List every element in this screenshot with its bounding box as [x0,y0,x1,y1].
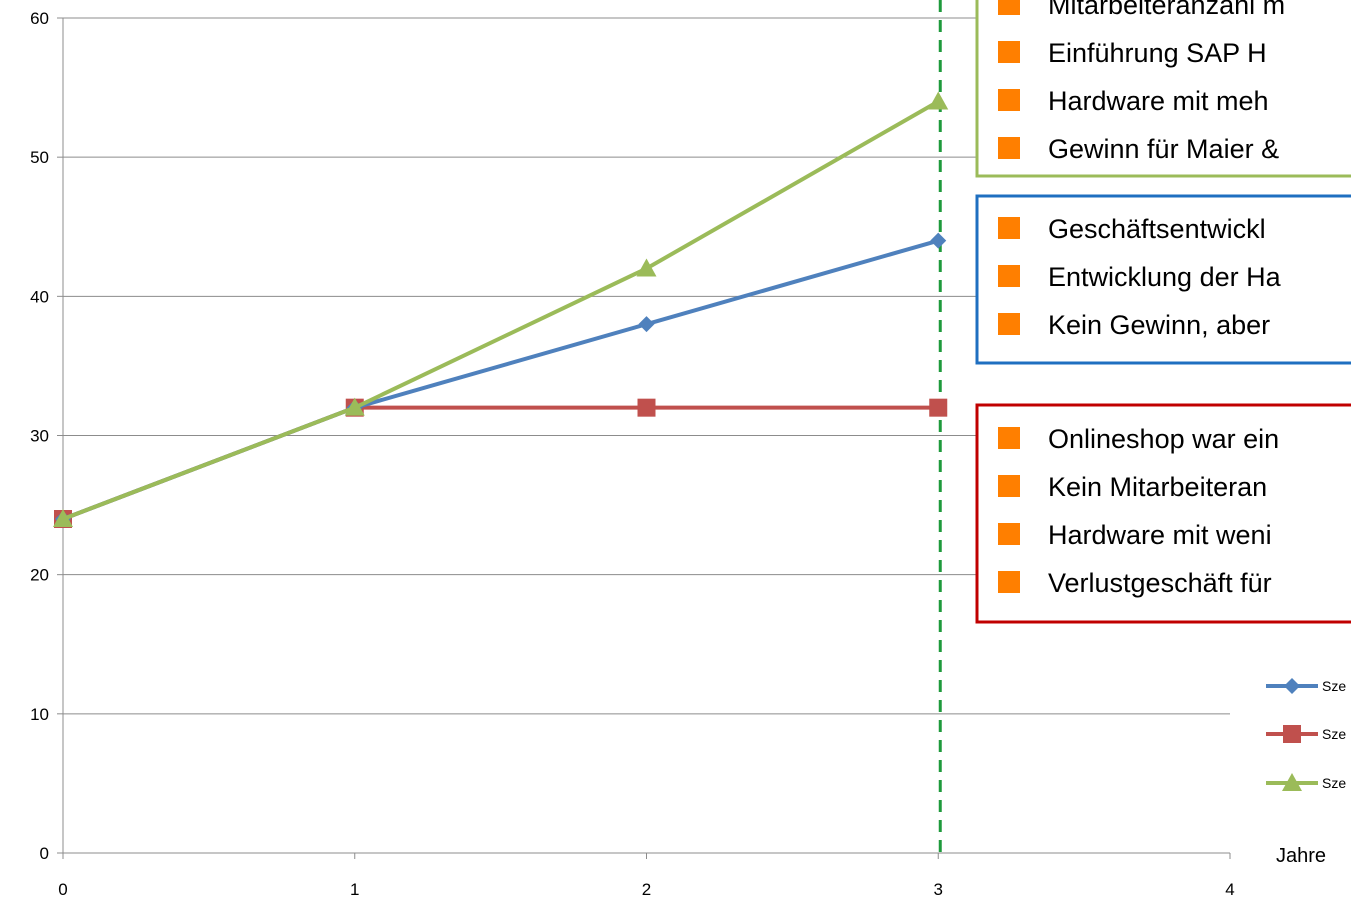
grid-lines [63,17,1230,715]
annotation-box-border [975,0,1351,178]
series-line [62,238,939,521]
annotation-text: Verlustgeschäft für [1048,568,1272,598]
annotation-box: Mitarbeiteranzahl m Einführung SAP H Hardw… [975,0,1351,178]
y-tick-label: 0 [40,844,49,863]
series-diamond [55,232,947,527]
annotation-text: Onlineshop war ein [1048,424,1279,454]
data-point-triangle [344,397,365,416]
bullet-square [998,523,1020,545]
data-point-diamond [1284,678,1300,694]
data-point-diamond [930,232,947,249]
data-point-diamond [638,316,655,333]
legend-label: Sze [1322,775,1346,791]
annotation-box-border [975,403,1351,624]
data-point-square [1283,725,1301,743]
annotation-text: Hardware mit weni [1048,520,1272,550]
annotation-text: Einführung SAP H [1048,38,1267,68]
x-tick-label: 3 [934,880,943,898]
y-tick-label: 60 [30,9,49,28]
series-square [54,398,948,528]
series-line [62,99,940,521]
y-tick-label: 20 [30,566,49,585]
data-point-triangle [636,258,657,277]
x-tick-label: 4 [1225,880,1234,898]
annotation-box-border [975,194,1351,365]
bullet-square [998,265,1020,287]
annotation-boxes: Mitarbeiteranzahl m Einführung SAP H Hardw… [975,0,1351,624]
annotation-text: Geschäftsentwickl [1048,214,1266,244]
x-tick-label: 0 [58,880,67,898]
data-point-square [929,398,948,417]
annotation-text: Kein Mitarbeiteran [1048,472,1267,502]
legend-label: Sze [1322,726,1346,742]
bullet-square [998,427,1020,449]
annotation-text: Entwicklung der Ha [1048,262,1282,292]
x-tick-label: 1 [350,880,359,898]
annotation-box: Geschäftsentwickl Entwicklung der Ha Kein … [975,194,1351,365]
bullet-square [998,475,1020,497]
annotation-text: Gewinn für Maier & [1048,134,1279,164]
x-axis-label: Jahre [1276,845,1326,867]
legend: Sze Sze Sze [1266,678,1346,791]
annotation-text: Kein Gewinn, aber [1048,310,1270,340]
bullet-square [998,137,1020,159]
bullet-square [998,571,1020,593]
bullet-square [998,41,1020,63]
legend-label: Sze [1322,678,1346,694]
bullet-square [998,89,1020,111]
data-point-square [637,398,656,417]
x-tick-label: 2 [642,880,651,898]
series-group [53,91,949,528]
legend-entry: Sze [1266,773,1346,791]
y-tick-label: 10 [30,705,49,724]
data-point-triangle [928,91,949,110]
series-line [62,405,939,521]
annotation-text: Hardware mit meh [1048,86,1269,116]
legend-entry: Sze [1266,725,1346,743]
series-triangle [53,91,949,527]
bullet-square [998,313,1020,335]
y-tick-label: 50 [30,148,49,167]
data-point-triangle [53,509,73,527]
data-point-triangle [1282,773,1302,791]
bullet-square [998,0,1020,15]
annotation-box: Onlineshop war ein Kein Mitarbeiteran Hard… [975,403,1351,624]
y-tick-label: 30 [30,427,49,446]
annotation-text: Mitarbeiteranzahl m [1048,0,1285,20]
bullet-square [998,217,1020,239]
y-tick-label: 40 [30,287,49,306]
axes: 0 10 20 30 40 50 60 0 1 2 3 4 [30,9,1235,898]
legend-entry: Sze [1266,678,1346,694]
